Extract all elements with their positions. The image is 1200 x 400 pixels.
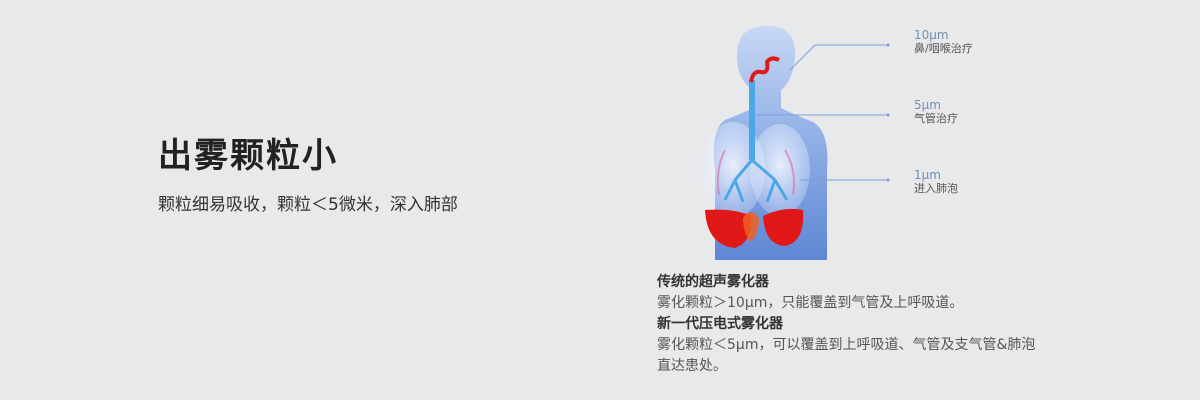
callout-10um: 10μm 鼻/咽喉治疗 (914, 28, 973, 56)
airway-red (749, 56, 780, 83)
callout-label: 气管治疗 (914, 112, 958, 125)
callout-1um: 1μm 进入肺泡 (914, 168, 958, 196)
respiratory-illustration (701, 26, 828, 260)
callout-size: 1μm (914, 168, 941, 182)
caption-title-traditional: 传统的超声雾化器 (657, 274, 769, 290)
callout-size: 10μm (914, 28, 949, 42)
caption-desc-traditional: 雾化颗粒＞10μm，只能覆盖到气管及上呼吸道。 (657, 295, 964, 311)
comparison-caption: 传统的超声雾化器 雾化颗粒＞10μm，只能覆盖到气管及上呼吸道。 新一代压电式雾… (657, 272, 1177, 377)
subline: 颗粒细易吸收，颗粒＜5微米，深入肺部 (158, 195, 458, 215)
caption-desc-new-line2: 直达患处。 (657, 358, 727, 374)
caption-title-new: 新一代压电式雾化器 (657, 316, 783, 332)
lower-lung-left (705, 209, 752, 248)
bronchi (723, 158, 789, 203)
bronchi-pink (716, 149, 795, 196)
lower-lung-right (763, 208, 804, 246)
trachea (749, 80, 755, 160)
callout-label: 鼻/咽喉治疗 (914, 42, 973, 55)
headline: 出雾颗粒小 (158, 136, 338, 176)
right-lung (750, 124, 810, 216)
callout-label: 进入肺泡 (914, 182, 958, 195)
callout-5um: 5μm 气管治疗 (914, 98, 958, 126)
heart (743, 212, 759, 242)
caption-desc-new-line1: 雾化颗粒＜5μm，可以覆盖到上呼吸道、气管及支气管&肺泡 (657, 337, 1036, 353)
callout-size: 5μm (914, 98, 941, 112)
